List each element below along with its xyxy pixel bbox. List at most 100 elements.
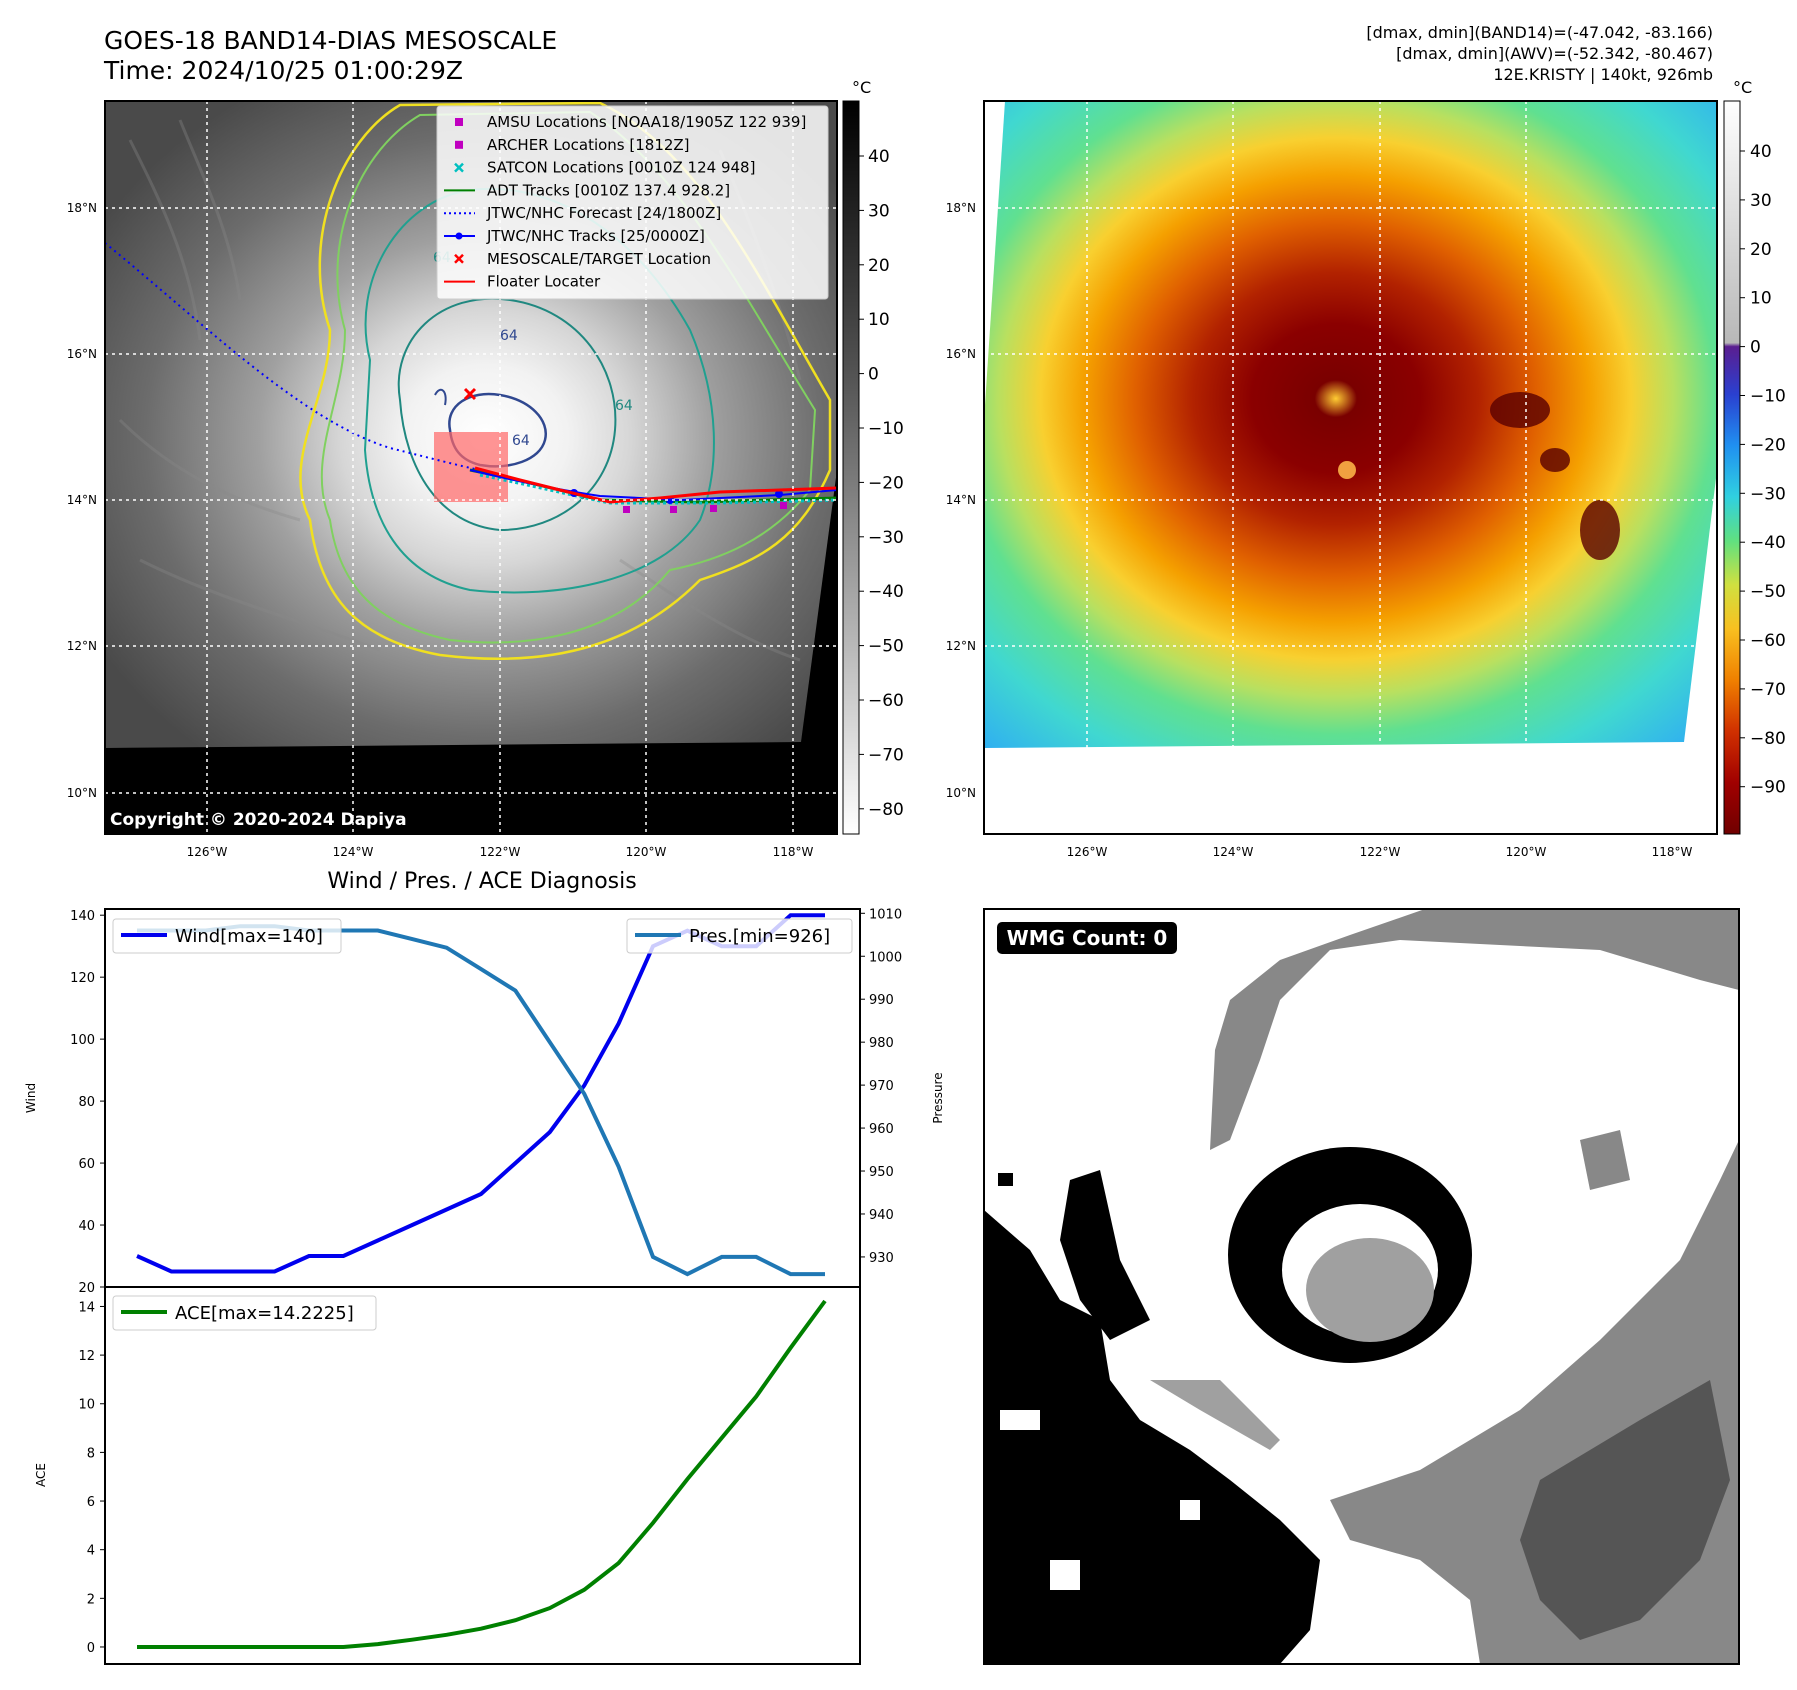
colorbar-unit: °C (1733, 78, 1752, 97)
ace-tick-label: 10 (78, 1398, 95, 1413)
ace-tick-label: 6 (87, 1495, 95, 1510)
pressure-tick-label: 990 (869, 993, 894, 1008)
chart-title: Wind / Pres. / ACE Diagnosis (327, 869, 636, 894)
colorbar-tick-label: 30 (868, 201, 890, 221)
ace-tick-label: 2 (87, 1592, 95, 1607)
legend-marker (454, 253, 464, 264)
wmg-badge (997, 922, 1177, 954)
ace-line (137, 1299, 827, 1649)
lon-label: 122°W (1360, 845, 1401, 859)
pressure-tick-label: 940 (869, 1208, 894, 1223)
ace-tick-label: 4 (87, 1544, 95, 1559)
lon-label: 118°W (773, 845, 814, 859)
lat-label: 14°N (67, 493, 97, 507)
header-title: GOES-18 BAND14-DIAS MESOSCALE Time: 2024… (104, 26, 557, 86)
contour-yellow (299, 101, 832, 661)
lat-label: 16°N (946, 347, 976, 361)
lon-label: 126°W (187, 845, 228, 859)
ace-tick-label: 12 (78, 1349, 95, 1364)
pressure-axis-label: Pressure (931, 1072, 945, 1123)
colorbar-tick-label: −50 (868, 637, 904, 657)
wind-tick-label: 100 (70, 1033, 95, 1048)
wind-legend (112, 918, 342, 954)
lon-label: 120°W (1506, 845, 1547, 859)
lon-label: 120°W (626, 845, 667, 859)
colorbar-tick-label: −20 (1750, 435, 1786, 455)
pressure-tick-label: 1010 (869, 907, 902, 922)
legend-marker (455, 140, 463, 149)
colorbar-tick-label: −40 (1750, 533, 1786, 553)
colorbar-tick-label: −30 (868, 528, 904, 548)
info-line-2: [dmax, dmin](AWV)=(-52.342, -80.467) (1396, 44, 1713, 63)
lon-label: 118°W (1652, 845, 1693, 859)
gray-colorbar: °C 40 30 20 10 0 −10 −20 −30 −40 −50 −60 −70 −80 (842, 78, 904, 835)
colorbar-tick-label: 30 (1750, 191, 1772, 211)
title-line-1: GOES-18 BAND14-DIAS MESOSCALE (104, 26, 558, 55)
floater-box (434, 432, 508, 502)
colorbar-tick-label: −40 (868, 582, 904, 602)
legend-label: AMSU Locations [NOAA18/1905Z 122 939] (487, 113, 806, 131)
colorbar-tick-label: 40 (1750, 142, 1772, 162)
ace-tick-label: 0 (87, 1641, 95, 1656)
title-line-2: Time: 2024/10/25 01:00:29Z (104, 56, 463, 85)
ace-legend-label: ACE[max=14.2225] (175, 1303, 354, 1324)
pressure-tick-label: 1000 (869, 950, 902, 965)
wind-pressure-chart: 20 40 60 80 100 120 140 930 940 950 960 970 980 990 10… (70, 907, 902, 1296)
ace-chart: 0 2 4 6 8 10 12 14 ACE[max=14.2225] (78, 1286, 861, 1665)
legend-label: ADT Tracks [0010Z 137.4 928.2] (487, 181, 730, 199)
colorbar-tick-label: −70 (1750, 680, 1786, 700)
wmg-panel: WMG Count: 0 (983, 908, 1740, 1665)
legend-label: MESOSCALE/TARGET Location (487, 250, 711, 268)
wind-legend-label: Wind[max=140] (175, 926, 323, 947)
colorbar-tick-label: 10 (1750, 289, 1772, 309)
copyright-text: Copyright © 2020-2024 Dapiya (110, 810, 407, 830)
ace-axis-label: ACE (34, 1463, 48, 1487)
legend-marker (455, 118, 463, 126)
colorbar-unit: °C (852, 78, 871, 97)
wind-tick-label: 80 (78, 1095, 95, 1110)
colorbar-tick-label: −60 (1750, 631, 1786, 651)
map2-gridlines (984, 101, 1717, 834)
legend-label: JTWC/NHC Forecast [24/1800Z] (486, 204, 721, 222)
legend-label: SATCON Locations [0010Z 124 948] (487, 159, 755, 177)
colorbar-tick-label: −20 (868, 473, 904, 493)
ace-legend (112, 1295, 377, 1331)
colorbar-tick-label: 10 (868, 310, 890, 330)
pressure-tick-label: 930 (869, 1251, 894, 1266)
lat-label: 18°N (946, 201, 976, 215)
map-legend: AMSU Locations [NOAA18/1905Z 122 939] ARC… (436, 105, 829, 300)
contour-label: 64 (500, 328, 518, 344)
lon-label: 126°W (1067, 845, 1108, 859)
header-info: [dmax, dmin](BAND14)=(-47.042, -83.166) … (1366, 22, 1713, 85)
lat-label: 12°N (946, 639, 976, 653)
colorbar-tick-label: 20 (1750, 240, 1772, 260)
legend-marker (454, 162, 464, 173)
target-marker (463, 387, 477, 401)
ir-color-map (983, 100, 1718, 835)
contour-teal-inner (397, 297, 617, 532)
colorbar-tick-label: −30 (1750, 484, 1786, 504)
legend-marker (455, 232, 463, 240)
colorbar-tick-label: −90 (1750, 778, 1786, 798)
wind-tick-label: 60 (78, 1157, 95, 1172)
contour-lightgreen (320, 110, 817, 644)
pressure-tick-label: 960 (869, 1122, 894, 1137)
wmg-dark-gray (1520, 1380, 1730, 1640)
wmg-badge-text: WMG Count: 0 (1007, 926, 1168, 950)
floater-track (474, 466, 837, 504)
lat-label: 14°N (946, 493, 976, 507)
pressure-tick-label: 970 (869, 1079, 894, 1094)
wind-tick-label: 40 (78, 1219, 95, 1234)
contour-label: 64 (512, 433, 530, 449)
info-line-3: 12E.KRISTY | 140kt, 926mb (1493, 65, 1713, 84)
ace-tick-label: 14 (78, 1300, 95, 1315)
lat-label: 10°N (67, 786, 97, 800)
contour-label: 64 (615, 398, 633, 414)
colorbar-tick-label: −80 (868, 800, 904, 820)
lon-label: 122°W (480, 845, 521, 859)
pressure-legend-label: Pres.[min=926] (689, 926, 830, 947)
pressure-legend (626, 918, 853, 954)
colorbar-tick-label: −70 (868, 745, 904, 765)
info-line-1: [dmax, dmin](BAND14)=(-47.042, -83.166) (1366, 23, 1713, 42)
